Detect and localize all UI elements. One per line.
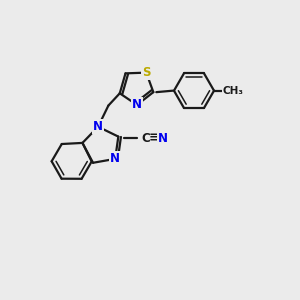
Text: CH₃: CH₃ <box>222 86 243 96</box>
Text: N: N <box>158 132 168 145</box>
Text: N: N <box>93 120 103 133</box>
Text: N: N <box>110 152 120 165</box>
Text: ≡: ≡ <box>149 132 160 145</box>
Text: S: S <box>142 66 151 79</box>
Text: N: N <box>132 98 142 111</box>
Text: C: C <box>141 132 150 145</box>
